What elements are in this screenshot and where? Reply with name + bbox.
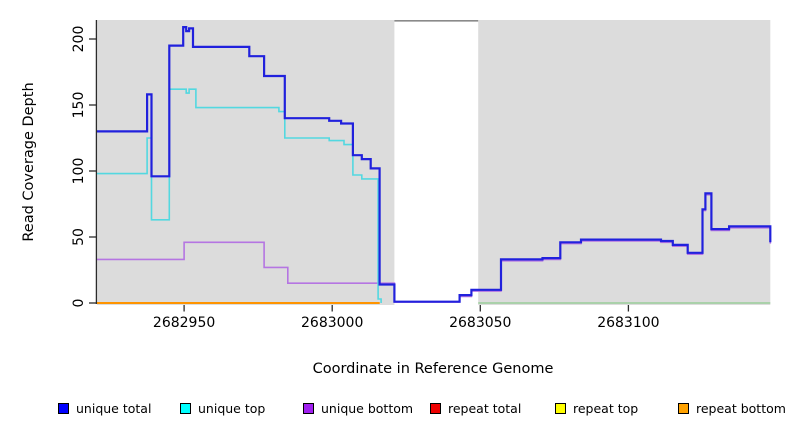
- y-tick-label: 50: [71, 228, 87, 246]
- legend-label: repeat bottom: [696, 401, 786, 416]
- legend-swatch-repeat-total: [430, 403, 441, 414]
- legend-label: unique bottom: [321, 401, 414, 416]
- legend-item: unique total: [58, 401, 151, 416]
- y-tick-label: 150: [71, 91, 87, 119]
- x-tick-label: 2683000: [301, 315, 364, 331]
- legend-item: repeat top: [555, 401, 638, 416]
- legend-swatch-unique-top: [180, 403, 191, 414]
- legend-swatch-unique-total: [58, 403, 69, 414]
- y-tick-label: 0: [71, 298, 87, 308]
- masked-region: [394, 20, 479, 305]
- y-axis-title: Read Coverage Depth: [21, 82, 37, 242]
- legend-label: repeat total: [448, 401, 522, 416]
- x-tick-label: 2683050: [449, 315, 512, 331]
- legend-item: unique top: [180, 401, 265, 416]
- y-tick-label: 200: [71, 25, 87, 53]
- legend-swatch-repeat-bottom: [678, 403, 689, 414]
- legend-label: unique total: [76, 401, 152, 416]
- legend-swatch-repeat-top: [555, 403, 566, 414]
- legend-label: repeat top: [573, 401, 639, 416]
- legend-swatch-unique-bottom: [303, 403, 314, 414]
- x-axis-title: Coordinate in Reference Genome: [312, 361, 554, 377]
- legend-item: unique bottom: [303, 401, 413, 416]
- series-line-unique-total: [97, 26, 772, 303]
- legend-item: repeat total: [430, 401, 521, 416]
- series-line-unique-top: [97, 88, 382, 303]
- legend-item: repeat bottom: [678, 401, 786, 416]
- x-tick-label: 2683100: [597, 315, 660, 331]
- x-tick-label: 2682950: [152, 315, 216, 331]
- legend-label: unique top: [198, 401, 266, 416]
- y-tick-label: 100: [71, 157, 87, 185]
